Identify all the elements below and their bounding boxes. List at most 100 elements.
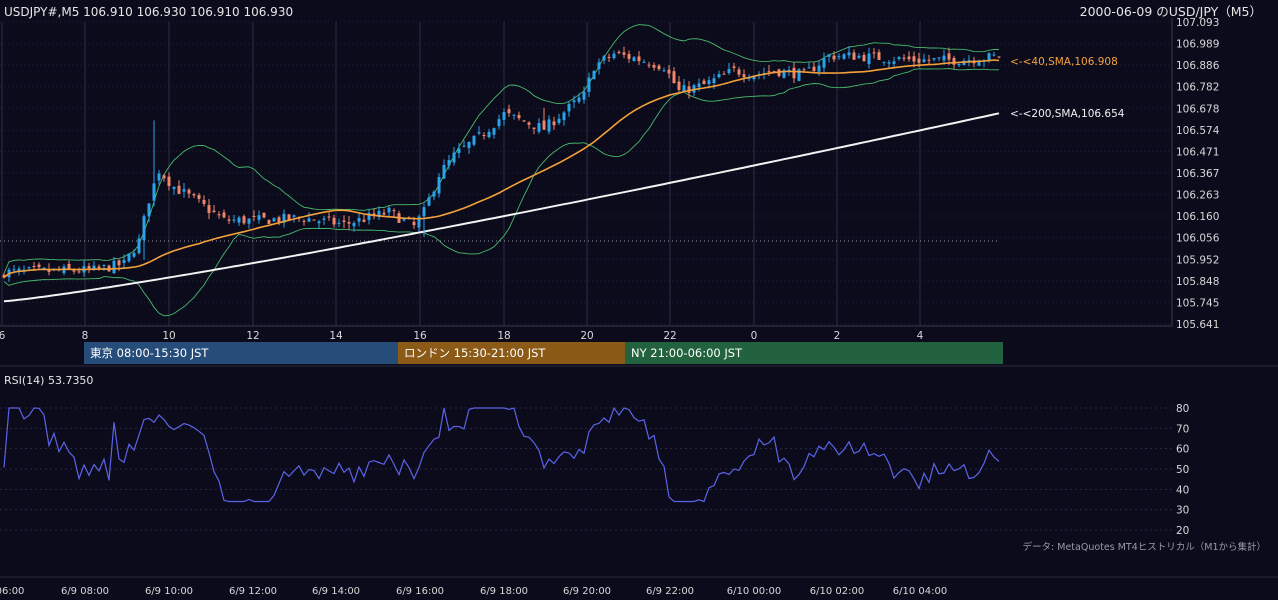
candle-body [677,81,681,90]
candle-body [642,61,646,63]
candle-body [807,67,811,69]
candle-body [492,128,496,135]
candle-body [147,203,151,217]
price-tick-label: 106.471 [1176,146,1219,158]
candle-body [417,216,421,228]
candle-body [17,268,21,271]
rsi-tick-labels: 80 70 60 50 40 30 20 [1176,403,1189,537]
candle-body [422,207,426,217]
candle-body [732,66,736,68]
candle-body [842,54,846,59]
candle-body [667,69,671,74]
hour-tick-label: 10 [162,330,175,342]
rsi-tick-label: 80 [1176,403,1189,415]
candle-body [212,210,216,212]
rsi-tick-label: 20 [1176,525,1189,537]
rsi-tick-label: 40 [1176,484,1189,496]
candle-body [437,177,441,194]
rsi-tick-label: 60 [1176,444,1189,456]
datetime-tick-label: 6/9 12:00 [229,586,277,597]
session-label: NY 21:00-06:00 JST [631,346,743,360]
sma200-path [3,112,1000,303]
candle-body [552,121,556,126]
candle-body [862,54,866,62]
candle-body [867,53,871,65]
candle-body [992,54,996,56]
candle-body [2,274,6,278]
candle-body [737,69,741,75]
datetime-tick-label: 6/9 16:00 [396,586,444,597]
candle-body [272,218,276,222]
candle-body [317,221,321,224]
datetime-tick-label: 06:00 [0,586,24,597]
candle-body [402,218,406,221]
candle-body [837,56,841,58]
candle-body [172,186,176,189]
candle-body [257,215,261,220]
price-tick-label: 106.263 [1176,190,1219,202]
candle-body [597,62,601,70]
candle-body [547,119,551,132]
datetime-tick-label: 6/9 18:00 [480,586,528,597]
candle-body [262,212,266,218]
candle-body [782,70,786,78]
candle-body [47,269,51,272]
candle-body [122,259,126,263]
candle-body [892,61,896,64]
datetime-tick-label: 6/9 22:00 [646,586,694,597]
hour-tick-label: 16 [413,330,427,342]
session-label: ロンドン 15:30-21:00 JST [404,346,546,360]
candle-body [727,69,731,74]
candle-body [877,52,881,60]
candle-body [472,135,476,145]
candle-body [897,57,901,60]
price-tick-label: 105.641 [1176,319,1219,331]
hour-tick-label: 2 [834,330,841,342]
price-tick-label: 105.952 [1176,254,1219,266]
candle-body [932,58,936,60]
candle-body [42,267,46,269]
candle-body [832,55,836,60]
candle-body [432,191,436,197]
candle-body [377,210,381,218]
candle-body [902,57,906,59]
datetime-tick-label: 6/9 08:00 [61,586,109,597]
price-tick-label: 105.848 [1176,276,1219,288]
candle-body [312,219,316,221]
candle-body [227,219,231,221]
candle-body [127,253,131,262]
sma200-label: <-<200,SMA,106.654 [1010,108,1125,120]
candle-body [717,74,721,78]
candle-body [522,120,526,122]
candle-body [287,214,291,220]
candle-body [372,213,376,216]
price-tick-label: 106.367 [1176,168,1219,180]
candle-body [357,218,361,222]
session-bar: 東京 08:00-15:30 JST ロンドン 15:30-21:00 JST NY… [84,342,1003,364]
candle-body [447,159,451,166]
candle-body [72,270,76,272]
candle-body [232,219,236,221]
candle-body [852,52,856,60]
session-block [398,342,625,364]
candle-body [822,58,826,68]
candle-body [32,266,36,268]
candle-body [652,64,656,68]
candle-body [67,263,71,269]
candle-body [197,195,201,199]
candle-body [462,145,466,147]
candle-body [207,205,211,213]
candle-body [342,220,346,222]
candle-body [632,57,636,61]
candle-body [427,197,431,206]
candle-body [217,214,221,216]
hour-tick-labels: 6 8 10 12 14 16 18 20 22 0 2 4 [0,330,924,342]
candle-body [952,57,956,65]
candle-body [662,70,666,72]
candle-body [482,135,486,137]
hour-tick-label: 4 [917,330,924,342]
candle-body [767,71,771,73]
rsi-tick-label: 50 [1176,464,1189,476]
candle-body [962,60,966,66]
